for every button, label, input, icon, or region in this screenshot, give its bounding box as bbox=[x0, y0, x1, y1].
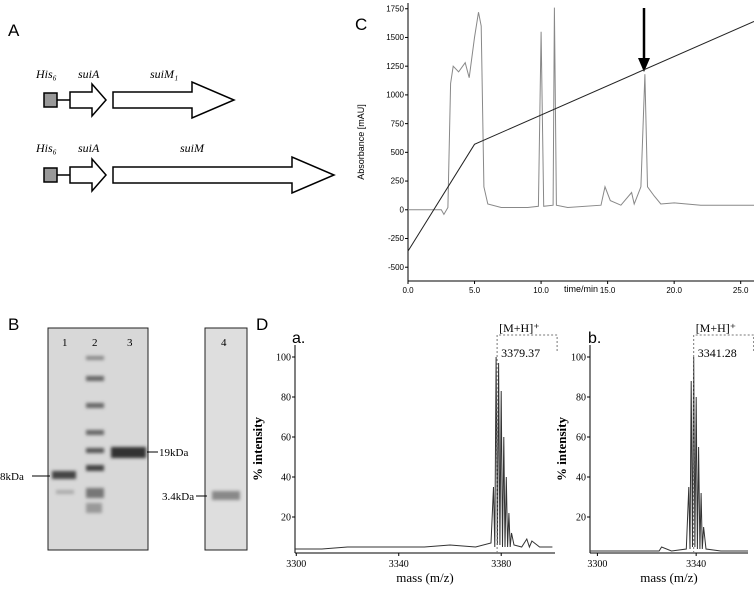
y-tick-label: 1000 bbox=[386, 91, 404, 100]
y-tick-label: 20 bbox=[576, 512, 586, 523]
band bbox=[111, 447, 146, 458]
gene-label: suiA bbox=[78, 141, 100, 155]
y-tick-label: 100 bbox=[571, 352, 586, 363]
marker-label: 19kDa bbox=[159, 447, 188, 459]
y-tick-label: -500 bbox=[388, 263, 405, 272]
band bbox=[86, 465, 104, 471]
panel-label: A bbox=[8, 21, 20, 40]
series-line bbox=[295, 356, 553, 550]
y-tick-label: 80 bbox=[281, 392, 291, 403]
tag-label: His₆ bbox=[35, 141, 57, 155]
y-tick-label: 100 bbox=[276, 352, 291, 363]
y-axis-label: % intensity bbox=[250, 417, 265, 481]
gene-label: suiM bbox=[180, 141, 205, 155]
tag-label: His₆ bbox=[35, 67, 57, 81]
x-tick-label: 15.0 bbox=[600, 286, 616, 295]
x-tick-label: 3340 bbox=[389, 559, 409, 570]
annotation-bracket bbox=[693, 334, 754, 553]
y-tick-label: 80 bbox=[576, 392, 586, 403]
y-tick-label: 1250 bbox=[386, 62, 404, 71]
gene-arrow bbox=[112, 155, 336, 195]
band bbox=[86, 488, 104, 498]
x-tick-label: 0.0 bbox=[402, 286, 414, 295]
band bbox=[56, 490, 74, 494]
gel-slab bbox=[204, 327, 248, 551]
tag-box bbox=[43, 167, 58, 183]
x-axis-label: mass (m/z) bbox=[396, 570, 453, 585]
panel-label: C bbox=[355, 15, 367, 34]
y-tick-label: 750 bbox=[391, 119, 405, 128]
chart-title: a. bbox=[292, 330, 305, 347]
y-tick-label: -250 bbox=[388, 234, 405, 243]
lane-label: 4 bbox=[221, 337, 227, 349]
x-tick-label: 3300 bbox=[587, 559, 607, 570]
y-axis-label: % intensity bbox=[554, 417, 569, 481]
lane-label: 2 bbox=[92, 337, 98, 349]
y-tick-label: 1750 bbox=[386, 4, 404, 13]
band bbox=[86, 503, 102, 513]
band bbox=[86, 356, 104, 360]
gel bbox=[32, 327, 248, 551]
gene-label: suiA bbox=[78, 67, 100, 81]
series-line bbox=[407, 20, 754, 252]
panel-label: D bbox=[256, 315, 268, 334]
y-tick-label: 500 bbox=[391, 148, 405, 157]
annotation: 3379.37 bbox=[501, 346, 540, 360]
y-tick-label: 40 bbox=[281, 472, 291, 483]
x-axis-label: time/min bbox=[564, 284, 598, 294]
band bbox=[86, 403, 104, 408]
y-tick-label: 20 bbox=[281, 512, 291, 523]
y-tick-label: 40 bbox=[576, 472, 586, 483]
y-tick-label: 1500 bbox=[386, 33, 404, 42]
series-line bbox=[590, 356, 748, 552]
tag-box bbox=[43, 92, 58, 108]
y-tick-label: 60 bbox=[281, 432, 291, 443]
x-tick-label: 3340 bbox=[686, 559, 706, 570]
gel-slab bbox=[47, 327, 149, 551]
peak-arrow bbox=[638, 8, 650, 72]
x-tick-label: 3300 bbox=[286, 559, 306, 570]
marker-label: 8kDa bbox=[0, 471, 24, 483]
x-tick-label: 20.0 bbox=[666, 286, 682, 295]
x-tick-label: 3380 bbox=[491, 559, 511, 570]
y-tick-label: 250 bbox=[391, 177, 405, 186]
annotation: 3341.28 bbox=[698, 346, 737, 360]
y-tick-label: 60 bbox=[576, 432, 586, 443]
lane-label: 1 bbox=[62, 337, 68, 349]
band bbox=[86, 376, 104, 381]
y-axis-label: Absorbance [mAU] bbox=[356, 104, 366, 180]
gene-arrow bbox=[69, 157, 107, 193]
x-tick-label: 25.0 bbox=[733, 286, 749, 295]
gene-arrow bbox=[112, 80, 236, 120]
band bbox=[52, 471, 76, 479]
annotation: [M+H]⁺ bbox=[696, 321, 736, 335]
gene-label: suiM₁ bbox=[150, 67, 178, 81]
band bbox=[212, 491, 240, 500]
band bbox=[86, 448, 104, 453]
series-line bbox=[408, 7, 754, 216]
panel-label: B bbox=[8, 315, 19, 334]
marker-label: 3.4kDa bbox=[162, 491, 194, 503]
x-tick-label: 5.0 bbox=[469, 286, 481, 295]
y-tick-label: 0 bbox=[400, 205, 405, 214]
band bbox=[86, 430, 104, 435]
annotation-bracket bbox=[496, 334, 558, 553]
annotation: [M+H]⁺ bbox=[499, 321, 539, 335]
chart-title: b. bbox=[588, 330, 601, 347]
x-tick-label: 10.0 bbox=[533, 286, 549, 295]
construct-diagram bbox=[43, 80, 336, 195]
x-axis-label: mass (m/z) bbox=[640, 570, 697, 585]
lane-label: 3 bbox=[127, 337, 133, 349]
bands bbox=[52, 356, 240, 513]
gene-arrow bbox=[69, 82, 107, 118]
